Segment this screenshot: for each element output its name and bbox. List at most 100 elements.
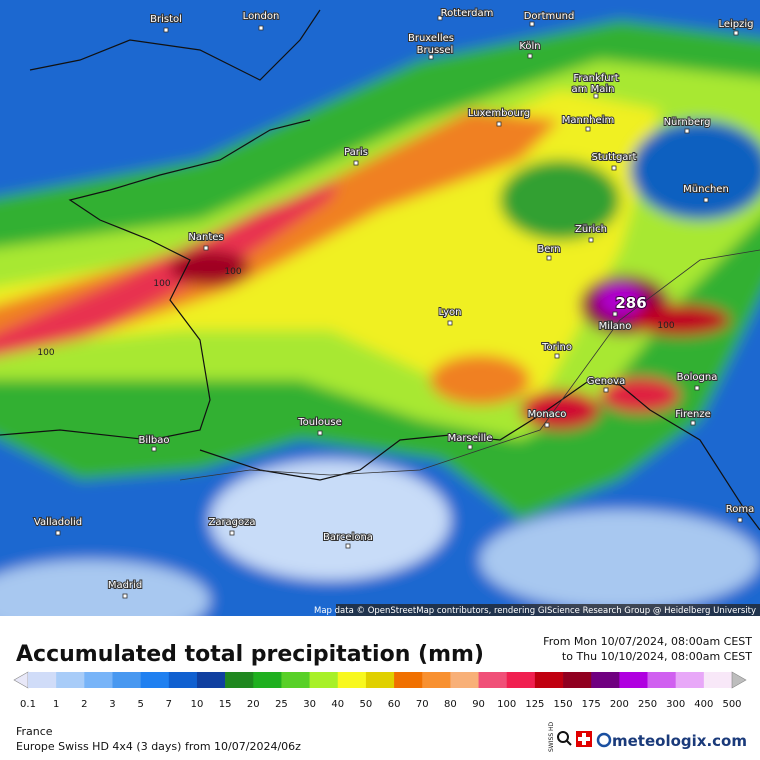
attribution: Map data © OpenStreetMap contributors, r…	[314, 606, 756, 616]
city-dot	[611, 165, 617, 171]
legend-swatch	[365, 672, 395, 688]
attribution-bg	[336, 604, 760, 616]
city-label: Valladolid	[34, 517, 82, 528]
legend-swatch	[506, 672, 536, 688]
legend-label: 175	[582, 699, 601, 710]
legend-label: 3	[109, 699, 115, 710]
city-label: Bruxelles	[408, 33, 454, 44]
city-label: Bern	[537, 244, 560, 255]
legend-swatch	[196, 672, 226, 688]
city-dot	[593, 93, 599, 99]
contour-label: 100	[224, 267, 241, 277]
city-dot	[317, 430, 323, 436]
period-from: From Mon 10/07/2024, 08:00am CEST	[543, 635, 752, 648]
city-label: Nürnberg	[664, 117, 711, 128]
legend-swatch	[394, 672, 423, 688]
city-label: Madrid	[108, 580, 142, 591]
legend-label: 400	[694, 699, 713, 710]
city-label: Bristol	[150, 14, 182, 25]
city-label: Marseille	[448, 433, 493, 444]
legend-swatch	[591, 672, 620, 688]
search-icon-handle	[566, 740, 572, 746]
city-label: Nantes	[188, 232, 223, 243]
city-dot	[122, 593, 128, 599]
contour-label: 100	[37, 348, 54, 358]
brand-logo[interactable]	[596, 732, 612, 748]
city-label: Barcelona	[323, 532, 373, 543]
legend-label: 10	[191, 699, 204, 710]
city-label: Köln	[519, 41, 540, 52]
city-label: Frankfurt	[573, 73, 618, 84]
city-dot	[690, 420, 696, 426]
legend-swatch	[253, 672, 282, 688]
legend-arrow-right	[731, 671, 747, 689]
city-dot	[554, 353, 560, 359]
city-dot	[737, 517, 743, 523]
legend-label: 20	[247, 699, 260, 710]
contour-label: 100	[153, 279, 170, 289]
city-label: Genova	[587, 376, 625, 387]
city-label: Milano	[599, 321, 632, 332]
legend-swatch	[168, 672, 198, 688]
legend-swatch	[28, 672, 57, 688]
legend-label: 15	[219, 699, 232, 710]
city-label: London	[243, 11, 280, 22]
legend-label: 40	[331, 699, 344, 710]
brand[interactable]: meteologix.com	[612, 732, 747, 750]
legend-swatch	[281, 672, 310, 688]
city-label: Roma	[726, 504, 755, 515]
legend-label: 30	[303, 699, 316, 710]
city-label: Toulouse	[297, 417, 341, 428]
city-labels: Bristol London Rotterdam Dortmund Leipzig Bru…	[33, 7, 755, 599]
city-label: Leipzig	[718, 19, 753, 30]
legend-swatch	[534, 672, 564, 688]
city-label: Paris	[344, 147, 368, 158]
swiss-cross	[578, 733, 590, 745]
coastlines	[0, 9, 760, 531]
city-dot	[588, 237, 594, 243]
city-label: Rotterdam	[441, 8, 494, 19]
legend-swatch	[56, 672, 85, 688]
city-label: Bologna	[677, 372, 718, 383]
city-dot	[353, 160, 359, 166]
legend-swatch	[450, 672, 479, 688]
badge: SWISS HD	[548, 721, 555, 752]
city-label: Luxembourg	[468, 108, 530, 119]
city-dot	[694, 385, 700, 391]
legend-label: 1	[53, 699, 59, 710]
city-dot	[603, 387, 609, 393]
legend-label: 25	[275, 699, 288, 710]
legend-swatch	[703, 672, 733, 688]
city-label: Zürich	[575, 224, 607, 235]
city-dot	[203, 245, 209, 251]
legend-label: 250	[638, 699, 657, 710]
legend-swatch	[309, 672, 339, 688]
city-label: Dortmund	[524, 11, 575, 22]
city-dot	[447, 320, 453, 326]
city-label: Monaco	[528, 409, 567, 420]
legend-swatch	[675, 672, 705, 688]
legend-label: 70	[416, 699, 429, 710]
city-label: Lyon	[438, 307, 461, 318]
legend-swatch	[563, 672, 592, 688]
city-label: Firenze	[675, 409, 711, 420]
color-legend: 0.1 1 2 3 5 7 10 15 20 25 30 40 50 60 70 80 90 100 125 150 1…	[13, 671, 747, 710]
city-dot	[467, 444, 473, 450]
city-dot	[163, 27, 169, 33]
legend-swatch	[140, 672, 170, 688]
legend-label: 80	[444, 699, 457, 710]
legend-label: 150	[553, 699, 572, 710]
legend-swatch	[478, 672, 508, 688]
legend-label: 200	[610, 699, 629, 710]
city-label: Mannheim	[562, 115, 614, 126]
legend-label: 100	[497, 699, 516, 710]
city-label: Bilbao	[138, 435, 169, 446]
precip-field	[0, 0, 760, 616]
contour-labels: 100 100 100 100	[37, 267, 674, 358]
city-dot	[544, 422, 550, 428]
city-dot	[733, 30, 739, 36]
legend-label: 0.1	[20, 699, 36, 710]
max-value-label: 286	[615, 294, 646, 312]
search-icon	[557, 731, 569, 743]
